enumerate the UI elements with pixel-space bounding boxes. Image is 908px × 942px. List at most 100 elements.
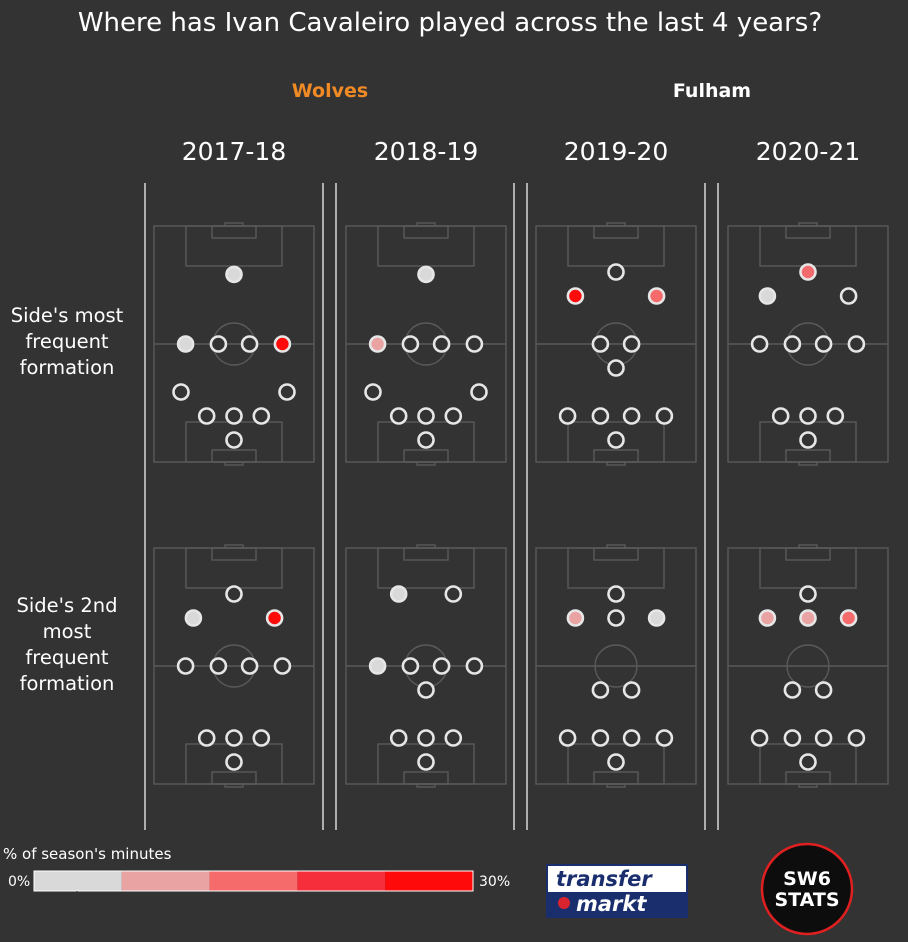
position-marker — [389, 407, 408, 425]
position-marker — [647, 609, 666, 627]
legend-swatch — [297, 871, 386, 891]
pitch-goal-top — [798, 544, 818, 549]
position-marker — [607, 263, 625, 281]
pitch-goal-top — [224, 544, 244, 549]
position-marker — [197, 729, 216, 747]
position-marker — [783, 681, 802, 699]
season-label-2019-20: 2019-20 — [564, 137, 668, 166]
position-marker — [209, 657, 228, 675]
pitch-2017-18-rank-2 — [153, 544, 315, 788]
position-marker — [225, 265, 243, 284]
row-label-second-most-frequent: Side's 2nd most frequent formation — [16, 594, 117, 695]
pitch-goal-bottom — [224, 461, 244, 466]
row-label-most-frequent: Side's most frequent formation — [11, 304, 124, 379]
legend-swatch — [34, 871, 122, 891]
position-marker — [225, 753, 243, 771]
position-marker — [847, 729, 866, 747]
pitch-penalty-box-top — [185, 547, 283, 589]
position-marker — [750, 335, 769, 353]
legend-swatch — [209, 871, 298, 891]
position-marker — [172, 383, 190, 401]
pitch-goal-bottom — [798, 461, 818, 466]
position-marker — [607, 585, 625, 603]
position-marker — [278, 383, 296, 401]
pitch-goal-bottom — [606, 783, 626, 788]
position-marker — [558, 729, 577, 747]
season-label-2020-21: 2020-21 — [756, 137, 860, 166]
sw6-stats-logo: SW6 STATS — [760, 842, 854, 936]
season-label-2017-18: 2017-18 — [182, 137, 286, 166]
position-marker — [566, 287, 585, 305]
position-marker — [225, 585, 243, 603]
position-marker — [465, 335, 484, 353]
pitch-six-yard-box-top — [785, 225, 831, 239]
position-marker — [209, 335, 228, 353]
position-marker — [591, 407, 610, 425]
position-marker — [432, 657, 451, 675]
position-marker — [225, 729, 243, 747]
pitch-six-yard-box-bottom — [211, 771, 257, 785]
pitch-six-yard-box-bottom — [403, 771, 449, 785]
pitch-goal-bottom — [416, 783, 436, 788]
position-marker — [417, 265, 435, 284]
legend-title: % of season's minutes — [3, 845, 172, 863]
row-label-line: frequent — [25, 330, 109, 353]
position-marker — [432, 335, 451, 353]
pitch-six-yard-box-top — [593, 225, 639, 239]
position-marker — [389, 585, 408, 603]
pitch-2018-19-rank-1 — [345, 222, 507, 466]
transfermarkt-logo: transfer markt — [546, 864, 688, 918]
position-marker — [783, 335, 802, 353]
logo-ring — [760, 842, 854, 936]
position-marker — [591, 729, 610, 747]
logo-top-band — [548, 866, 686, 892]
pitch-six-yard-box-top — [593, 547, 639, 561]
position-marker — [758, 609, 777, 627]
pitch-six-yard-box-bottom — [211, 449, 257, 463]
chart-title: Where has Ivan Cavaleiro played across t… — [78, 8, 822, 38]
position-marker — [368, 335, 387, 353]
team-label-fulham: Fulham — [673, 80, 751, 102]
position-marker — [839, 609, 858, 627]
position-marker — [622, 729, 641, 747]
position-marker — [417, 431, 435, 449]
position-marker — [758, 287, 777, 305]
position-marker — [607, 753, 625, 771]
pitch-six-yard-box-top — [211, 547, 257, 561]
pitch-goal-bottom — [224, 783, 244, 788]
pitch-penalty-box-top — [377, 547, 475, 589]
pitch-penalty-box-top — [759, 547, 857, 589]
pitch-six-yard-box-bottom — [593, 449, 639, 463]
pitch-goal-bottom — [416, 461, 436, 466]
pitch-2020-21-rank-1 — [727, 222, 889, 466]
pitch-goal-top — [224, 222, 244, 227]
position-marker — [814, 335, 833, 353]
position-marker — [771, 407, 790, 425]
row-label-line: most — [43, 620, 92, 643]
pitch-2017-18-rank-1 — [153, 222, 315, 466]
logo-text-stats: STATS — [774, 889, 839, 911]
pitch-2020-21-rank-2 — [727, 544, 889, 788]
position-marker — [240, 657, 259, 675]
pitch-centre-circle — [594, 644, 638, 688]
logo-word-markt: markt — [576, 892, 647, 916]
pitch-penalty-box-top — [759, 225, 857, 267]
position-marker — [273, 335, 292, 353]
pitch-goal-top — [798, 222, 818, 227]
position-marker — [470, 383, 488, 401]
position-marker — [622, 335, 641, 353]
position-marker — [750, 729, 769, 747]
pitch-goal-top — [606, 222, 626, 227]
position-marker — [368, 657, 387, 675]
position-marker — [417, 729, 435, 747]
position-marker — [176, 657, 195, 675]
legend-swatch — [385, 871, 473, 891]
row-label-line: formation — [20, 356, 115, 379]
legend-swatch — [121, 871, 210, 891]
pitch-penalty-box-top — [567, 547, 665, 589]
position-marker — [607, 431, 625, 449]
legend-max-label: 30% — [479, 874, 510, 890]
position-marker — [847, 335, 866, 353]
position-marker — [417, 753, 435, 771]
